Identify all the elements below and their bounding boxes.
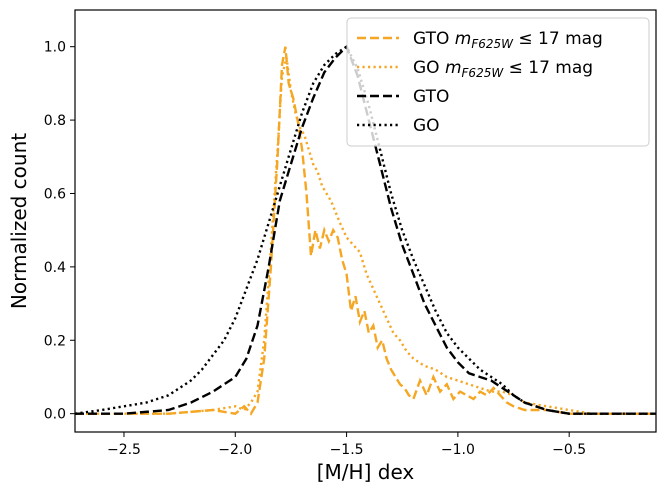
series-line-2 — [75, 57, 656, 415]
x-axis-label: [M/H] dex — [317, 460, 415, 484]
y-tick-label: 0.2 — [44, 333, 66, 349]
x-tick-label: −2.5 — [107, 442, 141, 458]
series-line-3 — [75, 44, 656, 415]
y-tick-label: 0.6 — [44, 186, 66, 202]
x-tick-label: −1.5 — [330, 442, 364, 458]
series-line-4 — [75, 44, 656, 415]
x-tick-label: −1.0 — [441, 442, 475, 458]
series-lines — [75, 44, 656, 416]
series-line-1 — [75, 46, 656, 416]
x-tick-label: −2.0 — [218, 442, 252, 458]
x-tick-label: −0.5 — [552, 442, 586, 458]
plot-frame — [74, 9, 657, 433]
y-tick-label: 0.0 — [44, 407, 66, 423]
y-tick-label: 0.8 — [44, 113, 66, 129]
y-tick-label: 0.4 — [44, 260, 66, 276]
legend-entry-label: GO mF625W ≤ 17 mag — [413, 58, 593, 80]
legend-box — [346, 17, 650, 147]
plot-area — [75, 44, 656, 416]
y-tick-label: 1.0 — [44, 40, 66, 56]
legend-entry-label: GTO — [413, 87, 449, 107]
legend-entry-label: GTO mF625W ≤ 17 mag — [413, 29, 603, 51]
axes: −2.5 −2.0 −1.5 −1.0 −0.5 0.0 0.2 0.4 0.6 0.8 1.0 — [44, 9, 657, 458]
legend-entry-label: GO — [413, 116, 440, 136]
y-axis-label: Normalized count — [7, 133, 31, 309]
legend: GTO mF625W ≤ 17 mag GO mF625W ≤ 17 mag GTO… — [346, 17, 650, 147]
